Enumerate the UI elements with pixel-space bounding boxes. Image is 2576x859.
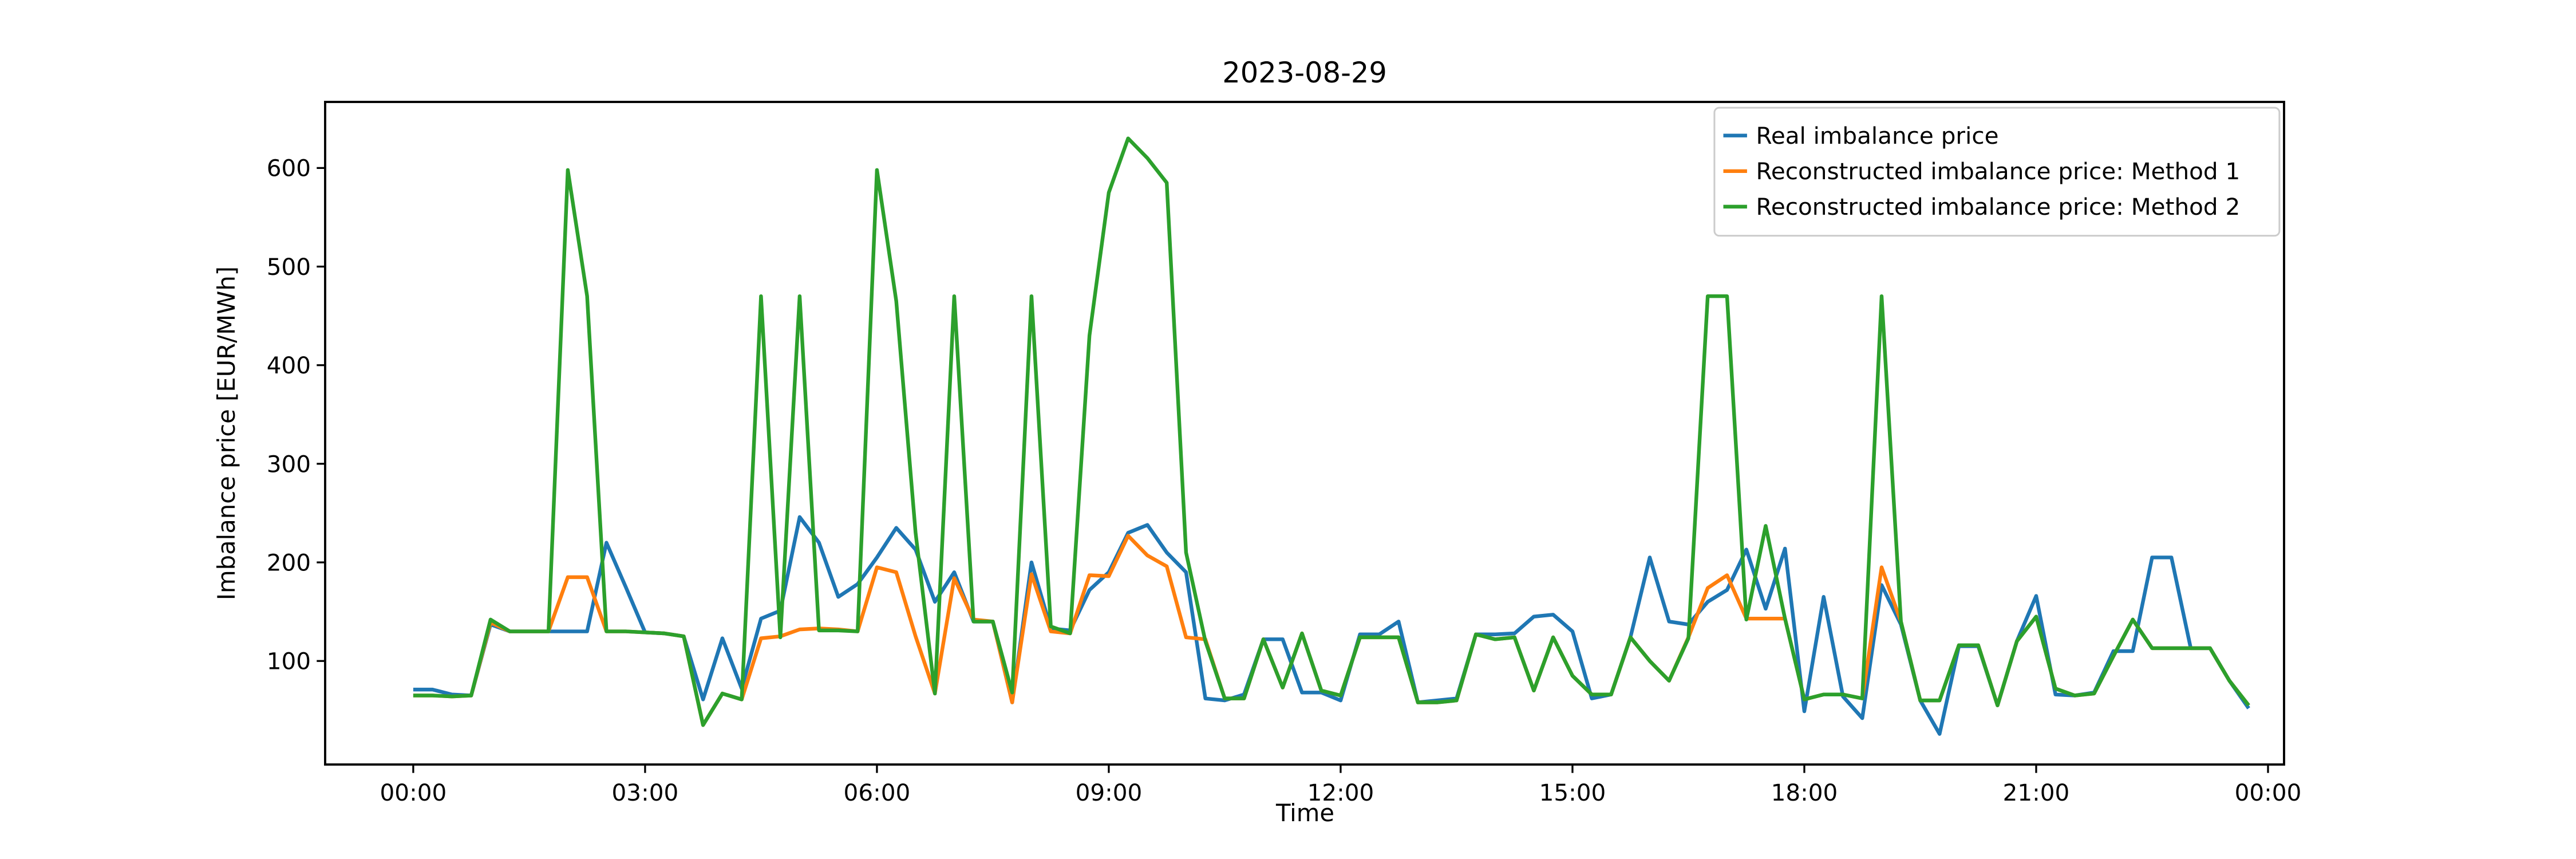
x-tick-label: 03:00 <box>612 779 679 806</box>
legend-entry-label-2: Reconstructed imbalance price: Method 2 <box>1756 193 2241 220</box>
legend-entry-label-0: Real imbalance price <box>1756 122 1999 149</box>
axes-spines <box>324 101 2285 766</box>
y-axis-label: Imbalance price [EUR/MWh] <box>212 266 240 600</box>
legend-entry-label-1: Reconstructed imbalance price: Method 1 <box>1756 157 2241 185</box>
y-tick-label: 600 <box>267 155 311 182</box>
y-tick-label: 100 <box>267 648 311 675</box>
x-tick-label: 18:00 <box>1771 779 1838 806</box>
x-tick-label: 00:00 <box>2235 779 2302 806</box>
series-line-2 <box>413 136 2250 727</box>
y-tick-label: 500 <box>267 253 311 281</box>
plot-area: 2023-08-29 Time Imbalance price [EUR/MWh… <box>212 56 1387 827</box>
x-tick-label: 09:00 <box>1076 779 1143 806</box>
x-tick-label: 00:00 <box>380 779 447 806</box>
legend-box <box>1713 107 2281 237</box>
series-line-0 <box>413 515 2250 736</box>
plot-generated-content: 100 200 300 400 500 600 00:00 03:00 06:00 09:00 12… <box>267 101 2302 806</box>
y-tick-label: 400 <box>267 352 311 379</box>
x-tick-label: 15:00 <box>1539 779 1606 806</box>
x-tick-label: 12:00 <box>1307 779 1374 806</box>
x-axis-label: Time <box>1275 799 1334 827</box>
y-tick-label: 200 <box>267 549 311 576</box>
x-tick-label: 06:00 <box>844 779 911 806</box>
x-tick-label: 21:00 <box>2003 779 2070 806</box>
y-tick-label: 300 <box>267 450 311 478</box>
chart-title: 2023-08-29 <box>1222 56 1387 89</box>
